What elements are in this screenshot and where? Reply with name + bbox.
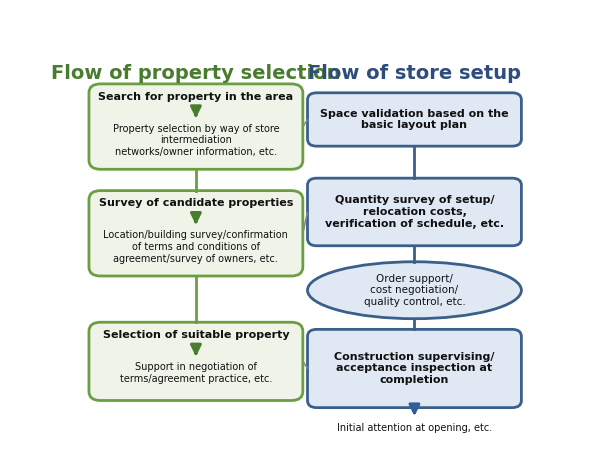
Ellipse shape	[308, 262, 521, 319]
Text: Support in negotiation of
terms/agreement practice, etc.: Support in negotiation of terms/agreemen…	[120, 362, 272, 383]
FancyBboxPatch shape	[89, 191, 303, 276]
FancyBboxPatch shape	[308, 178, 521, 246]
Text: Flow of property selection: Flow of property selection	[51, 64, 341, 83]
FancyBboxPatch shape	[308, 329, 521, 407]
Text: Property selection by way of store
intermediation
networks/owner information, et: Property selection by way of store inter…	[113, 124, 279, 157]
Text: Construction supervising/
acceptance inspection at
completion: Construction supervising/ acceptance ins…	[334, 352, 494, 385]
Text: Space validation based on the
basic layout plan: Space validation based on the basic layo…	[320, 109, 509, 130]
Text: Quantity survey of setup/
relocation costs,
verification of schedule, etc.: Quantity survey of setup/ relocation cos…	[325, 195, 504, 229]
Text: Flow of store setup: Flow of store setup	[308, 64, 521, 83]
FancyBboxPatch shape	[308, 93, 521, 146]
Text: Search for property in the area: Search for property in the area	[98, 92, 293, 102]
Text: Initial attention at opening, etc.: Initial attention at opening, etc.	[337, 423, 492, 432]
Text: Location/building survey/confirmation
of terms and conditions of
agreement/surve: Location/building survey/confirmation of…	[103, 231, 289, 264]
FancyBboxPatch shape	[89, 84, 303, 169]
FancyBboxPatch shape	[89, 322, 303, 401]
Text: Selection of suitable property: Selection of suitable property	[103, 330, 289, 340]
Text: Survey of candidate properties: Survey of candidate properties	[99, 199, 293, 208]
Text: Order support/
cost negotiation/
quality control, etc.: Order support/ cost negotiation/ quality…	[364, 274, 466, 307]
